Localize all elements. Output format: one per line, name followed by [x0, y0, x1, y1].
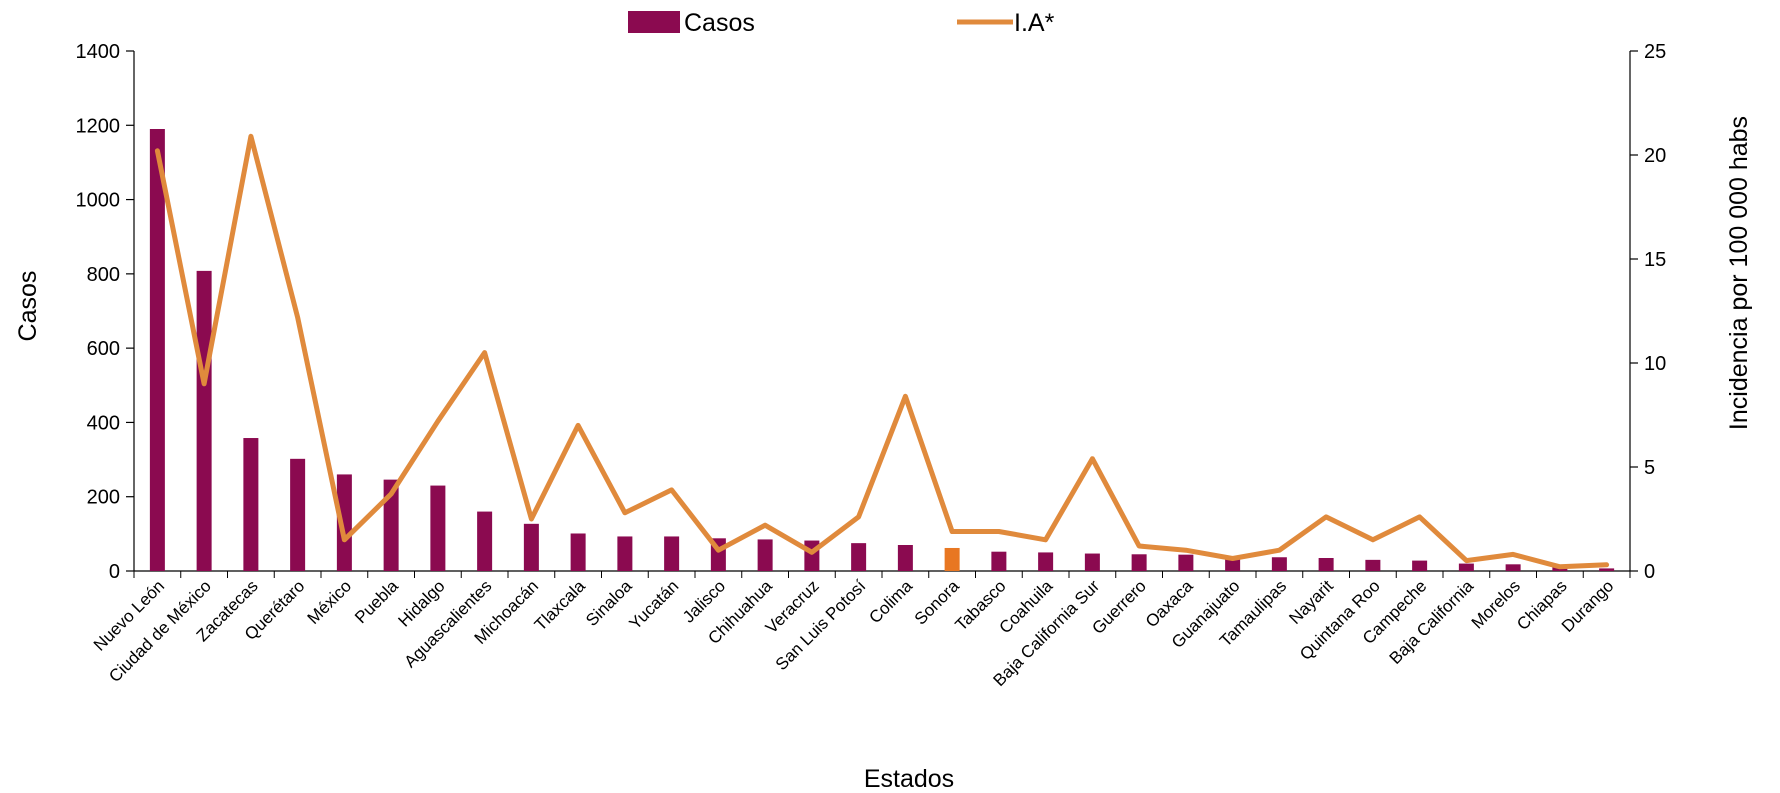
bar	[290, 458, 306, 571]
bar	[477, 511, 493, 571]
y-axis-title: Casos	[14, 271, 42, 342]
bar	[944, 547, 960, 571]
ia-line	[154, 133, 1610, 570]
bar	[149, 129, 165, 571]
category-label: Yucatán	[626, 576, 683, 633]
y-tick-label: 1000	[76, 190, 121, 212]
bar	[570, 533, 586, 571]
y2-tick-label: 20	[1644, 145, 1666, 167]
bar	[1084, 553, 1100, 571]
bar	[617, 536, 633, 571]
bar	[851, 543, 867, 571]
y-tick-label: 600	[87, 338, 120, 360]
y-tick-label: 1400	[76, 41, 121, 63]
category-label: Colima	[865, 576, 916, 627]
category-label: Durango	[1558, 576, 1618, 636]
category-label: México	[304, 576, 356, 628]
y2-tick-label: 15	[1644, 249, 1666, 271]
bar	[1318, 558, 1334, 571]
legend: Casos I.A*	[628, 9, 1055, 37]
y2-axis-title: Incidencia por 100 000 habs	[1725, 116, 1753, 430]
bar	[383, 479, 399, 571]
legend-swatch-casos	[628, 11, 680, 33]
bar	[1038, 552, 1054, 571]
bar	[1458, 563, 1474, 571]
bar	[897, 545, 913, 571]
x-axis-title: Estados	[864, 765, 954, 793]
category-label: Tlaxcala	[531, 576, 590, 635]
bar	[1365, 559, 1381, 571]
bar	[1178, 554, 1194, 571]
y-tick-label: 1200	[76, 115, 121, 137]
bar	[430, 485, 446, 571]
category-label: Baja California	[1386, 576, 1478, 668]
bar	[757, 539, 773, 571]
line-series	[154, 133, 1610, 570]
bar	[1131, 554, 1147, 571]
legend-label-casos: Casos	[684, 9, 755, 37]
legend-label-ia: I.A*	[1014, 9, 1055, 37]
bar	[1505, 564, 1521, 571]
bar	[243, 438, 259, 571]
y-tick-label: 0	[109, 561, 120, 583]
bar-series	[149, 129, 1615, 571]
y2-tick-label: 5	[1644, 457, 1655, 479]
y2-tick-label: 0	[1644, 561, 1655, 583]
category-label: Puebla	[351, 576, 402, 627]
y-tick-label: 400	[87, 412, 120, 434]
bar	[1271, 557, 1287, 571]
bar	[991, 551, 1007, 571]
y-tick-label: 800	[87, 264, 120, 286]
y2-tick-label: 25	[1644, 41, 1666, 63]
bar	[523, 523, 539, 571]
chart-axes: 0 200 400 600 800 1000 1200 1400 0 5 10 15 20 25	[76, 41, 1667, 583]
bar	[336, 474, 352, 571]
bar	[1412, 560, 1428, 571]
y2-tick-label: 10	[1644, 353, 1666, 375]
bar	[1599, 568, 1615, 571]
bar	[664, 536, 680, 571]
y-tick-label: 200	[87, 487, 120, 509]
bar	[804, 540, 820, 571]
bar	[196, 270, 212, 571]
